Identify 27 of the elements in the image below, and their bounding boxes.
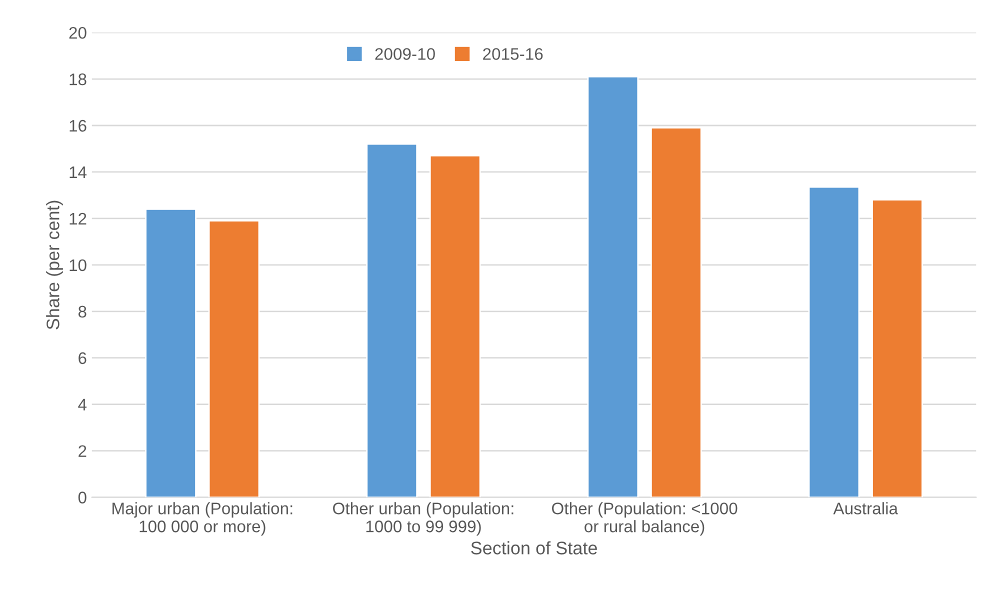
y-tick-label: 20: [69, 26, 86, 39]
y-axis-title: Share (per cent): [46, 200, 63, 330]
y-tick-label: 6: [78, 352, 86, 364]
y-tick-label: 12: [70, 212, 86, 224]
y-tick-label: 16: [70, 120, 86, 132]
legend-label: 2009-10: [375, 48, 435, 60]
bar: [208, 220, 260, 498]
bar: [587, 76, 639, 498]
x-tick-label: Major urban (Population: 100 000 or more): [112, 502, 292, 536]
y-tick-label: 4: [78, 398, 87, 410]
bar: [872, 199, 923, 498]
legend-label: 2015-16: [483, 48, 543, 60]
x-tick-label: Australia: [833, 502, 898, 514]
y-tick-label: 14: [70, 166, 87, 178]
bar: [145, 208, 196, 498]
x-tick-label: Other urban (Population: 1000 to 99 999): [333, 502, 514, 536]
x-tick-label: Other (Population: <1000 or rural balance): [552, 502, 738, 536]
bar: [366, 143, 418, 498]
y-tick-label: 18: [70, 73, 86, 86]
y-tick-label: 8: [78, 306, 86, 318]
bar: [808, 186, 860, 498]
y-tick-label: 0: [78, 492, 86, 504]
y-tick-label: 2: [78, 445, 86, 457]
x-axis-title: Section of State: [471, 541, 597, 554]
y-tick-label: 10: [70, 259, 86, 272]
bar: [650, 127, 702, 498]
bar: [429, 155, 481, 498]
